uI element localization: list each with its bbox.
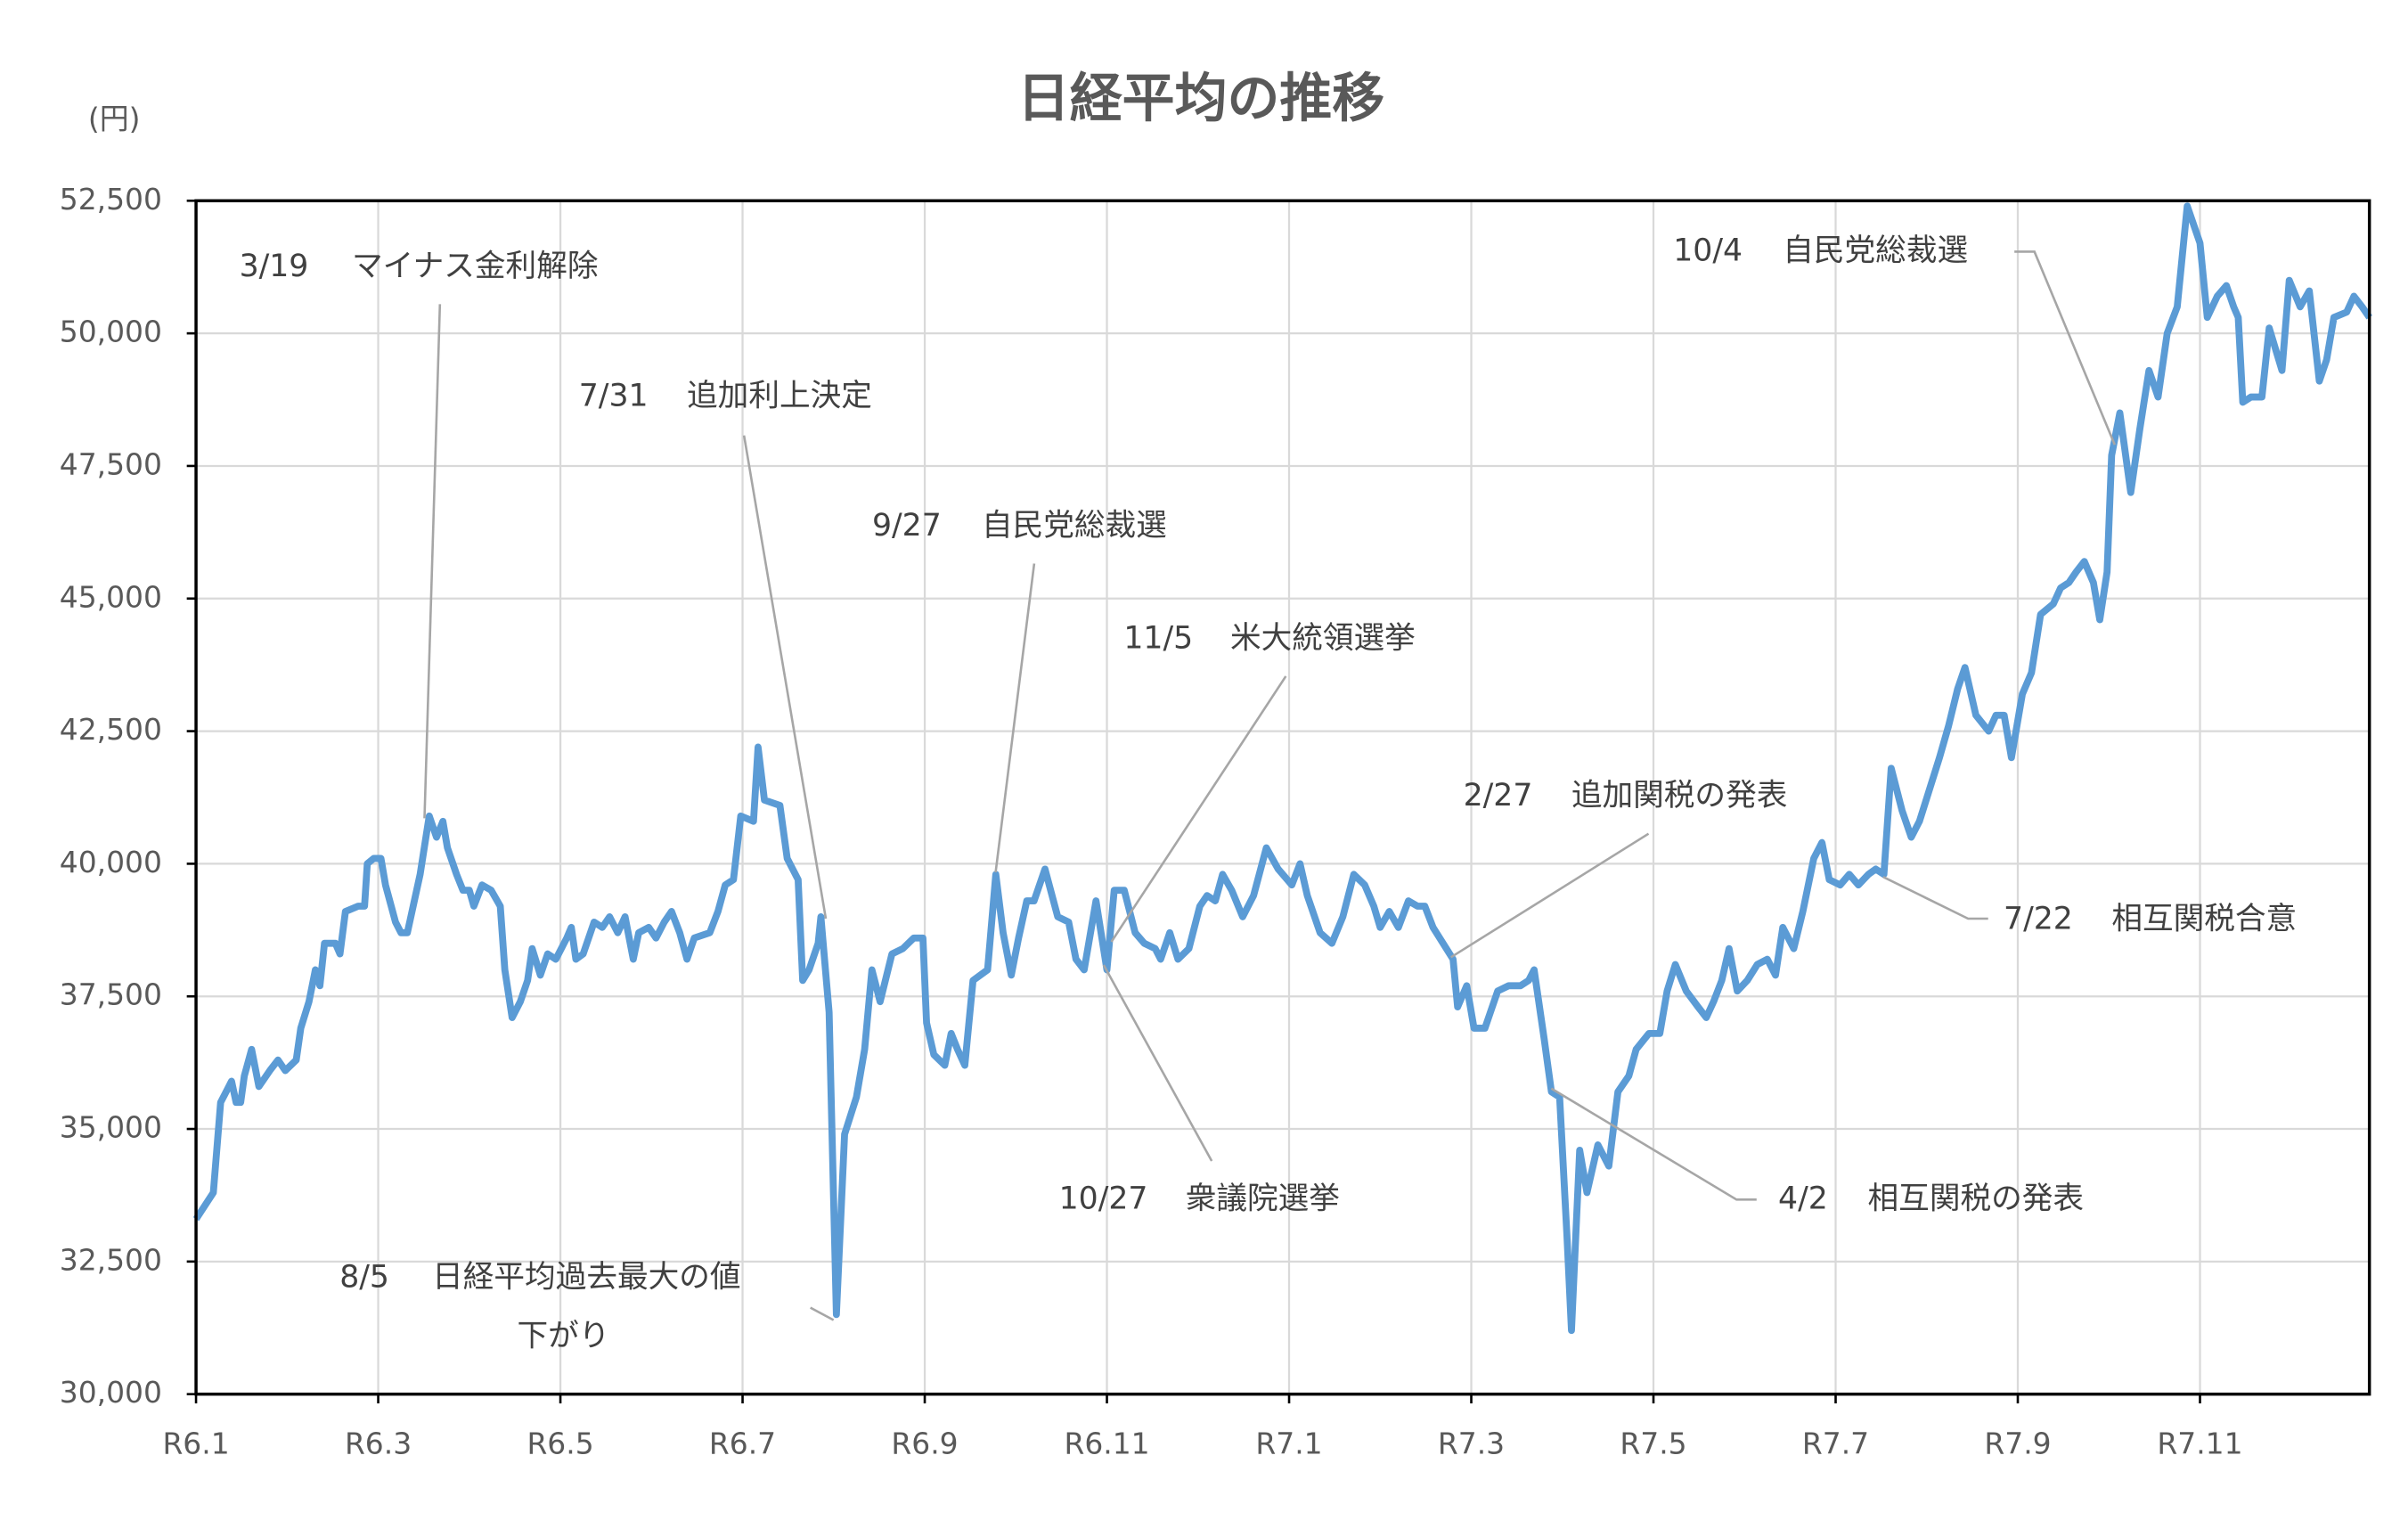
leader-line bbox=[742, 435, 828, 920]
annotation-date: 7/31 bbox=[579, 378, 649, 413]
y-tick-label: 30,000 bbox=[60, 1375, 162, 1410]
x-tick-label: R7.11 bbox=[2157, 1426, 2242, 1460]
annotation-text: 自民党総裁選 bbox=[982, 508, 1167, 544]
annotation-text: 自民党総裁選 bbox=[1783, 233, 1968, 268]
annotation-date: 3/19 bbox=[240, 249, 309, 284]
y-tick-label: 32,500 bbox=[60, 1242, 162, 1277]
annotation-date: 4/2 bbox=[1778, 1181, 1828, 1216]
grid: 30,000 32,500 35,000 37,500 40,000 42,500 45,0… bbox=[60, 182, 2370, 1460]
annotation-date: 9/27 bbox=[872, 508, 942, 544]
x-tick-label: R6.1 bbox=[162, 1426, 229, 1460]
plot bbox=[192, 202, 2372, 1335]
x-tick-label: R6.11 bbox=[1064, 1426, 1149, 1460]
y-tick-label: 37,500 bbox=[60, 977, 162, 1012]
plot-frame bbox=[194, 199, 2371, 1396]
annotation-date: 11/5 bbox=[1123, 620, 1193, 656]
annotation-text: 下がり bbox=[517, 1319, 609, 1354]
y-tick-label: 47,500 bbox=[60, 446, 162, 481]
x-tick-label: R6.5 bbox=[526, 1426, 593, 1460]
annotation-text: 日経平均過去最大の値 bbox=[432, 1260, 740, 1296]
leader-line bbox=[1102, 964, 1213, 1162]
leader-line bbox=[1882, 876, 1988, 920]
annotation-date: 10/4 bbox=[1673, 233, 1743, 268]
annotation-date: 8/5 bbox=[339, 1260, 389, 1296]
y-tick-label: 50,000 bbox=[60, 315, 162, 349]
y-tick-label: 52,500 bbox=[60, 182, 162, 217]
x-tick-label: R6.9 bbox=[891, 1426, 958, 1460]
y-axis-label: (円) bbox=[88, 102, 141, 136]
chart-title: 日経平均の推移 bbox=[1017, 68, 1384, 129]
annotation-text: 衆議院選挙 bbox=[1186, 1181, 1340, 1216]
price-line bbox=[192, 202, 2372, 1335]
annotation-text: 追加利上決定 bbox=[687, 378, 872, 413]
y-tick-label: 45,000 bbox=[60, 579, 162, 614]
annotation-date: 10/27 bbox=[1059, 1181, 1148, 1216]
annotation-date: 2/27 bbox=[1464, 778, 1533, 813]
leader-line bbox=[1450, 832, 1650, 959]
leader-line bbox=[2014, 250, 2116, 446]
x-tick-label: R7.5 bbox=[1620, 1426, 1686, 1460]
annotation-text: マイナス金利解除 bbox=[352, 249, 598, 284]
x-tick-label: R6.7 bbox=[709, 1426, 776, 1460]
annotation-text: 追加関税の発表 bbox=[1571, 778, 1787, 813]
y-tick-label: 42,500 bbox=[60, 712, 162, 747]
leader-line bbox=[1550, 1087, 1757, 1201]
annotation-text: 相互関税合意 bbox=[2111, 902, 2297, 937]
x-tick-label: R7.7 bbox=[1802, 1426, 1869, 1460]
leader-line bbox=[810, 1306, 835, 1321]
annotation-date: 7/22 bbox=[2004, 902, 2073, 937]
y-tick-label: 35,000 bbox=[60, 1110, 162, 1145]
annotation-text: 米大統領選挙 bbox=[1230, 620, 1416, 656]
x-tick-label: R7.3 bbox=[1438, 1426, 1505, 1460]
x-tick-label: R7.9 bbox=[1984, 1426, 2051, 1460]
annotation-text: 相互関税の発表 bbox=[1868, 1181, 2084, 1216]
y-tick-label: 40,000 bbox=[60, 845, 162, 879]
leader-line bbox=[1110, 675, 1287, 943]
leader-line bbox=[423, 304, 442, 819]
x-tick-label: R7.1 bbox=[1255, 1426, 1322, 1460]
leader-line bbox=[994, 563, 1036, 873]
x-tick-label: R6.3 bbox=[345, 1426, 412, 1460]
